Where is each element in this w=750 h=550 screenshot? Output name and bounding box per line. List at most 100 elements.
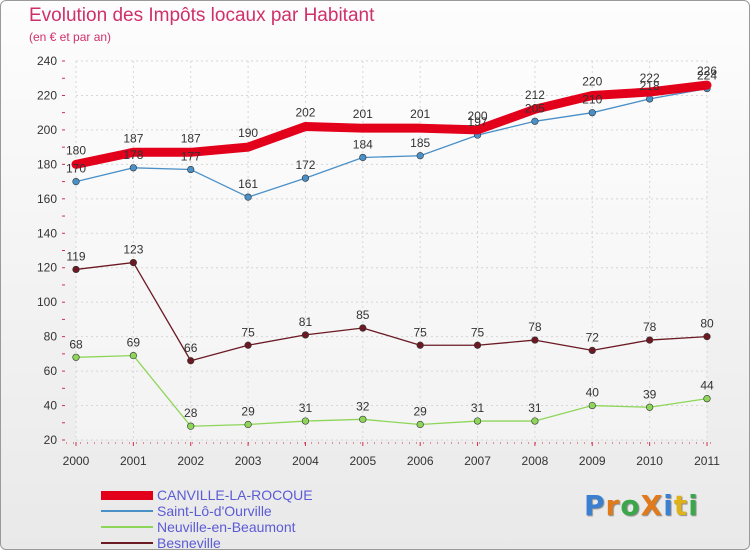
data-label: 220 [582, 74, 602, 88]
y-tick-label: 200 [37, 123, 57, 137]
y-tick-label: 120 [37, 261, 57, 275]
proxiti-logo: ProXiti [584, 489, 699, 522]
x-tick-label: 2011 [694, 454, 720, 468]
data-label: 29 [241, 404, 255, 418]
data-label: 197 [468, 115, 488, 129]
data-point [416, 341, 424, 349]
data-point [359, 153, 367, 162]
data-label: 200 [468, 109, 488, 123]
data-label: 31 [528, 401, 542, 415]
data-point [301, 174, 310, 182]
data-label: 81 [299, 315, 313, 329]
x-tick-label: 2001 [120, 454, 147, 468]
data-label: 39 [643, 387, 657, 401]
data-label: 66 [184, 341, 198, 355]
logo-letter: i [663, 489, 674, 522]
data-label: 75 [414, 325, 428, 339]
logo-letter: P [584, 489, 606, 522]
x-tick-label: 2008 [522, 454, 549, 468]
data-label: 190 [238, 126, 258, 140]
y-tick-label: 140 [37, 226, 57, 240]
logo-letter: o [620, 489, 641, 522]
legend-swatch-besneville [101, 542, 153, 544]
data-point [416, 420, 424, 429]
data-point [129, 258, 137, 267]
data-label: 210 [582, 93, 602, 107]
logo-letter: i [688, 489, 699, 522]
plot-area [76, 61, 707, 440]
data-point [301, 417, 310, 425]
data-label: 212 [525, 88, 545, 102]
series-line-3 [75, 261, 708, 362]
data-point [531, 336, 539, 344]
y-tick-label: 20 [44, 433, 58, 447]
data-point [72, 353, 80, 361]
legend-label-canville: CANVILLE-LA-ROCQUE [157, 487, 313, 503]
data-label: 32 [356, 399, 370, 413]
x-tick-label: 2007 [464, 454, 491, 468]
data-label: 80 [700, 317, 714, 331]
y-tick-label: 160 [37, 192, 57, 206]
data-point [473, 417, 482, 425]
data-point [588, 401, 596, 410]
data-point [187, 357, 195, 365]
data-label: 177 [181, 150, 201, 164]
data-label: 78 [643, 320, 657, 334]
data-label: 201 [353, 107, 373, 121]
data-point [416, 152, 424, 160]
data-label: 119 [66, 249, 85, 263]
data-point [531, 417, 539, 425]
data-point [473, 341, 482, 349]
legend-label-saint-lo: Saint-Lô-d'Ourville [157, 503, 272, 519]
legend-swatch-neuville [101, 526, 153, 528]
chart-subtitle: (en € et par an) [29, 30, 112, 44]
data-label: 85 [356, 308, 370, 322]
y-tick-label: 40 [44, 399, 58, 413]
data-label: 172 [295, 158, 315, 172]
data-label: 40 [586, 386, 600, 400]
data-label: 31 [299, 401, 313, 415]
chart-title: Evolution des Impôts locaux par Habitant [29, 5, 375, 26]
data-label: 123 [123, 243, 143, 257]
series-line-0 [71, 80, 712, 169]
data-label: 185 [410, 136, 430, 150]
legend-swatch-canville [101, 491, 153, 500]
x-tick-label: 2003 [235, 454, 262, 468]
data-label: 224 [697, 69, 717, 83]
data-label: 75 [241, 325, 255, 339]
data-point [703, 333, 711, 341]
x-tick-label: 2002 [177, 454, 204, 468]
data-label: 226 [697, 64, 717, 78]
y-tick-label: 220 [37, 88, 57, 102]
data-point [646, 403, 654, 411]
data-point [703, 395, 711, 403]
series-line-1 [75, 87, 708, 198]
data-label: 29 [414, 404, 428, 418]
logo-letter: X [640, 489, 664, 522]
data-label: 202 [295, 105, 315, 119]
x-tick-label: 2006 [407, 454, 434, 468]
data-point [187, 422, 195, 430]
data-label: 68 [69, 337, 83, 351]
series-line-2 [75, 354, 708, 427]
data-point [129, 164, 137, 172]
legend-swatch-saint-lo [101, 510, 153, 512]
data-point [187, 165, 195, 174]
logo-letter: r [605, 489, 621, 522]
data-label: 201 [410, 107, 430, 121]
data-point [244, 193, 252, 201]
logo-letter: t [673, 489, 689, 522]
data-point [531, 117, 539, 125]
data-label: 205 [525, 101, 545, 115]
data-label: 178 [123, 148, 143, 162]
data-label: 161 [238, 177, 258, 191]
x-tick-label: 2004 [292, 454, 319, 468]
data-label: 44 [700, 379, 714, 393]
data-label: 31 [471, 401, 485, 415]
data-label: 187 [123, 131, 143, 145]
data-point [72, 265, 80, 274]
data-point [359, 324, 367, 332]
data-label: 218 [640, 79, 660, 93]
data-label: 180 [66, 143, 86, 157]
